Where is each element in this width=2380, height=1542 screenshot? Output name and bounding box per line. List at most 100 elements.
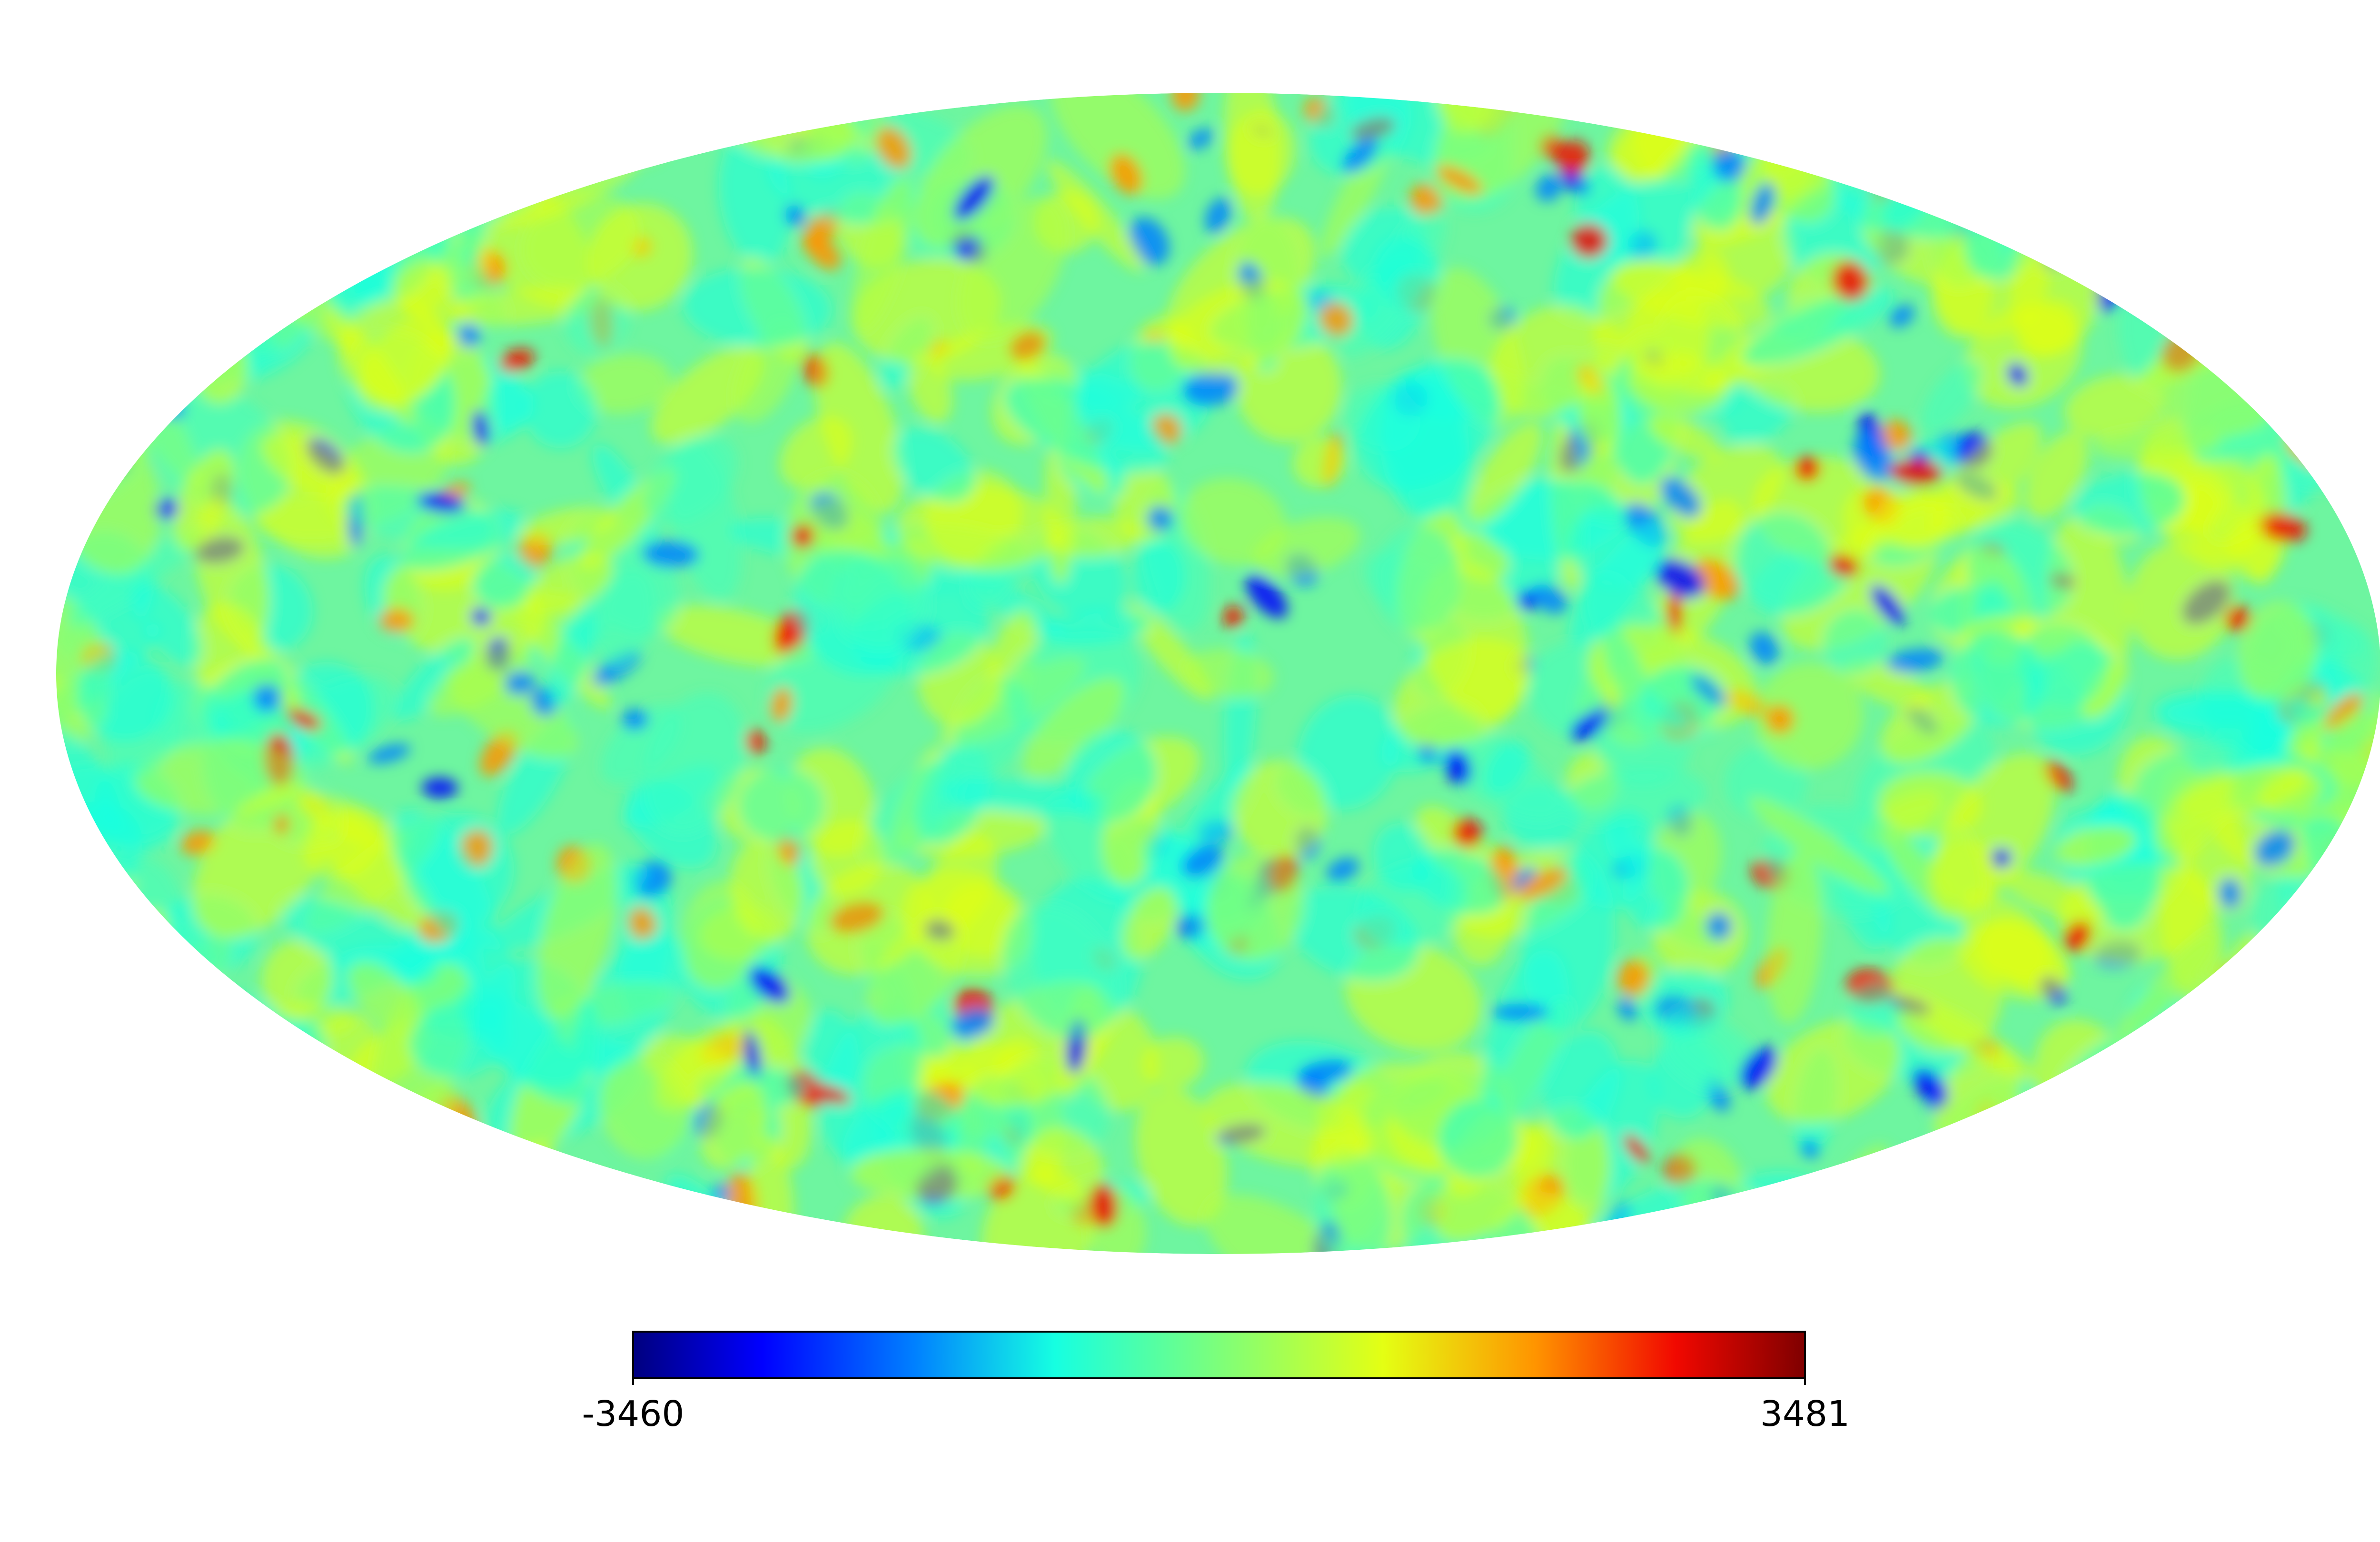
- field-blob: [357, 316, 453, 411]
- field-blob: [308, 1080, 342, 1111]
- field-blob: [499, 348, 535, 372]
- field-blob: [1205, 1194, 1359, 1254]
- field-blob: [2256, 155, 2327, 264]
- field-blob: [1853, 432, 1893, 482]
- field-blob: [738, 768, 825, 843]
- field-blob: [446, 93, 534, 211]
- field-blob: [2097, 171, 2175, 245]
- field-blob: [1188, 128, 1213, 150]
- field-blob: [2247, 1080, 2316, 1215]
- field-blob: [2324, 692, 2363, 731]
- field-blob: [131, 1051, 252, 1163]
- field-blob: [1434, 93, 1571, 201]
- field-blob: [2134, 143, 2239, 251]
- field-blob: [2294, 990, 2377, 1078]
- field-blob: [2096, 93, 2121, 129]
- field-blob: [280, 662, 374, 755]
- field-blob: [56, 1118, 185, 1193]
- field-blob: [588, 1200, 618, 1220]
- field-blob: [1517, 867, 1568, 900]
- field-blob: [367, 744, 410, 764]
- field-blob: [261, 434, 358, 502]
- field-blob: [2047, 1207, 2095, 1237]
- field-blob: [378, 608, 415, 633]
- field-blob: [1434, 1123, 1552, 1242]
- field-blob: [131, 582, 203, 666]
- field-blob: [1485, 740, 1530, 795]
- field-blob: [1051, 93, 1186, 199]
- field-blob: [124, 923, 156, 957]
- field-blob: [1246, 574, 1288, 619]
- field-blob: [393, 638, 475, 722]
- field-blob: [2223, 306, 2261, 350]
- field-blob: [2275, 202, 2380, 237]
- field-blob: [1888, 458, 1944, 485]
- field-blob: [1003, 378, 1169, 474]
- field-blob: [1669, 444, 1784, 544]
- field-blob: [842, 93, 874, 112]
- field-blob: [1741, 287, 1894, 366]
- field-blob: [155, 1028, 196, 1068]
- field-blob: [1570, 709, 1610, 741]
- field-blob: [129, 968, 180, 1052]
- field-blob: [2169, 93, 2243, 146]
- field-blob: [144, 360, 175, 390]
- field-blob: [1480, 479, 1625, 560]
- field-blob: [683, 267, 832, 347]
- field-blob: [56, 451, 102, 484]
- field-blob: [56, 201, 129, 293]
- field-blob: [224, 118, 294, 227]
- field-blob: [225, 1061, 282, 1102]
- field-blob: [192, 783, 331, 939]
- field-blob: [1288, 885, 1420, 981]
- field-blob: [1185, 649, 1274, 698]
- field-blob: [1886, 649, 1944, 672]
- field-blob: [1641, 665, 1725, 728]
- field-blob: [632, 1194, 674, 1236]
- field-blob: [1951, 631, 2046, 728]
- field-blob: [322, 214, 357, 258]
- field-blob: [1374, 525, 1461, 633]
- field-blob: [587, 203, 693, 311]
- field-blob: [951, 1008, 994, 1038]
- field-blob: [599, 1207, 658, 1254]
- field-blob: [814, 342, 904, 513]
- field-blob: [1998, 103, 2021, 125]
- field-blob: [1578, 375, 1622, 455]
- field-blob: [2142, 1043, 2218, 1105]
- field-blob: [431, 1152, 456, 1178]
- field-blob: [1181, 844, 1223, 878]
- field-blob: [958, 197, 1067, 341]
- field-blob: [644, 692, 746, 834]
- field-blob: [1946, 1178, 2072, 1254]
- field-blob: [277, 1128, 407, 1208]
- field-blob: [1226, 110, 1296, 196]
- field-blob: [446, 663, 578, 759]
- field-blob: [1252, 517, 1360, 577]
- field-blob: [184, 202, 268, 354]
- field-blob: [195, 1151, 344, 1224]
- field-blob: [1373, 236, 1443, 312]
- field-blob: [1823, 609, 1887, 674]
- field-blob: [1122, 887, 1177, 960]
- field-blob: [1922, 361, 1982, 433]
- field-blob: [232, 1099, 306, 1173]
- field-blob: [1452, 818, 1483, 848]
- field-blob: [1342, 137, 1378, 173]
- field-blob: [1556, 140, 1590, 175]
- field-blob: [2360, 266, 2380, 310]
- field-blob: [1436, 165, 1483, 195]
- field-blob: [159, 1226, 180, 1249]
- field-blob: [147, 1070, 238, 1157]
- field-blob: [2034, 1168, 2067, 1201]
- field-blob: [642, 540, 699, 568]
- field-blob: [700, 1083, 768, 1169]
- field-blob: [56, 224, 213, 298]
- field-blob: [2175, 1146, 2265, 1237]
- field-blob: [1642, 968, 1729, 1038]
- colorbar-tick-label: 3481: [1760, 1394, 1850, 1434]
- field-blob: [2254, 830, 2295, 867]
- field-blob: [194, 498, 269, 646]
- field-blob: [256, 1210, 298, 1239]
- field-blob: [1561, 767, 1707, 830]
